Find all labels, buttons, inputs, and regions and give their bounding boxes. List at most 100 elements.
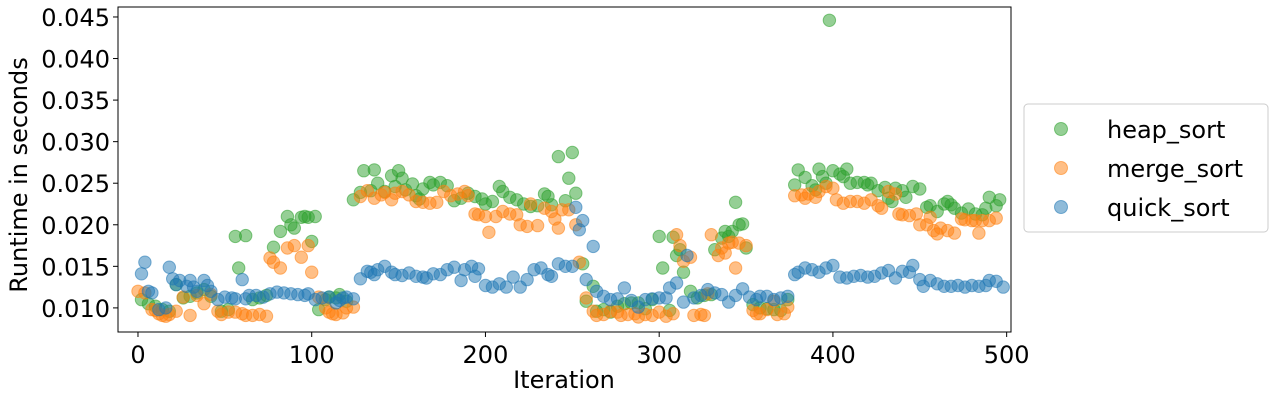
- y-axis-ticks: 0.010 0.015 0.020 0.025 0.030 0.035 0.040 0.045: [41, 4, 118, 323]
- data-point: [610, 292, 625, 306]
- data-point: [273, 224, 288, 239]
- y-tick-label: 0.025: [41, 170, 110, 198]
- data-point: [138, 255, 152, 269]
- data-point: [669, 276, 684, 290]
- data-point: [232, 261, 246, 275]
- data-point: [680, 248, 694, 263]
- data-point: [183, 308, 197, 323]
- y-tick-label: 0.045: [41, 4, 110, 32]
- data-point: [145, 286, 159, 300]
- plot-area: [118, 7, 1011, 332]
- y-tick-label: 0.010: [41, 295, 110, 323]
- legend-label-quick_sort: quick_sort: [1107, 194, 1230, 222]
- data-point: [346, 292, 361, 306]
- data-point: [551, 221, 566, 235]
- x-axis-title: Iteration: [513, 366, 615, 394]
- points-layer: [131, 13, 1010, 324]
- y-tick-label: 0.030: [41, 129, 110, 157]
- data-point: [923, 210, 937, 225]
- data-point: [544, 269, 559, 283]
- data-point: [239, 228, 253, 243]
- data-point: [235, 272, 249, 287]
- data-point: [499, 280, 513, 294]
- data-point: [826, 181, 840, 195]
- data-point: [308, 209, 322, 224]
- plot-frame: [117, 6, 1012, 333]
- x-tick-label: 400: [810, 341, 856, 369]
- data-point: [551, 149, 566, 164]
- data-point: [656, 261, 670, 275]
- data-point: [728, 261, 743, 275]
- legend-marker-heap_sort: [1054, 122, 1068, 136]
- data-point: [301, 238, 315, 253]
- data-point: [906, 258, 920, 273]
- y-axis-title: Runtime in seconds: [5, 57, 33, 292]
- data-point: [673, 238, 687, 253]
- data-point: [565, 145, 579, 160]
- data-point: [617, 281, 632, 295]
- data-point: [134, 267, 149, 281]
- data-point: [888, 187, 903, 201]
- data-point: [520, 272, 534, 287]
- data-point: [305, 265, 319, 279]
- x-tick-label: 100: [289, 341, 335, 369]
- x-tick-label: 500: [984, 341, 1030, 369]
- data-point: [569, 186, 583, 200]
- x-tick-label: 0: [130, 341, 145, 369]
- legend-label-heap_sort: heap_sort: [1107, 116, 1225, 144]
- data-point: [562, 171, 576, 185]
- data-point: [197, 297, 211, 311]
- data-point: [159, 301, 173, 315]
- x-tick-label: 200: [463, 341, 509, 369]
- data-point: [287, 238, 301, 253]
- data-point: [739, 238, 753, 253]
- data-point: [822, 13, 837, 27]
- data-point: [913, 182, 927, 196]
- data-point: [728, 195, 743, 210]
- x-tick-label: 300: [636, 341, 682, 369]
- legend: heap_sort merge_sort quick_sort: [1023, 103, 1269, 233]
- data-point: [523, 197, 538, 211]
- data-point: [735, 217, 750, 231]
- data-point: [989, 211, 1003, 225]
- legend-marker-merge_sort: [1054, 161, 1068, 175]
- data-point: [273, 261, 288, 275]
- data-point: [576, 213, 590, 228]
- data-point: [461, 189, 475, 203]
- data-point: [579, 272, 593, 287]
- y-tick-label: 0.035: [41, 87, 110, 115]
- data-point: [294, 250, 308, 264]
- data-point: [996, 280, 1010, 294]
- y-tick-label: 0.015: [41, 253, 110, 281]
- data-point: [482, 225, 496, 240]
- data-point: [947, 226, 962, 240]
- legend-label-merge_sort: merge_sort: [1107, 155, 1243, 183]
- legend-marker-quick_sort: [1054, 200, 1068, 214]
- data-point: [430, 195, 444, 210]
- data-point: [287, 221, 301, 235]
- data-point: [579, 291, 593, 305]
- y-tick-label: 0.020: [41, 212, 110, 240]
- data-point: [586, 239, 600, 254]
- legend-frame: [1023, 103, 1269, 233]
- x-axis-ticks: 0 100 200 300 400 500: [130, 332, 1030, 369]
- data-point: [697, 308, 712, 323]
- data-point: [506, 270, 520, 284]
- data-point: [781, 289, 795, 303]
- data-point: [190, 284, 204, 298]
- data-point: [652, 229, 666, 244]
- series-merge_sort: [131, 179, 1003, 324]
- data-point: [162, 260, 177, 274]
- data-point: [530, 218, 545, 233]
- data-point: [666, 307, 680, 321]
- data-point: [840, 162, 854, 176]
- data-point: [485, 194, 500, 209]
- data-point: [471, 262, 486, 276]
- data-point: [993, 193, 1007, 207]
- data-point: [367, 163, 381, 177]
- data-point: [259, 309, 274, 323]
- data-point: [565, 259, 579, 273]
- data-point: [874, 201, 889, 215]
- y-tick-label: 0.040: [41, 46, 110, 74]
